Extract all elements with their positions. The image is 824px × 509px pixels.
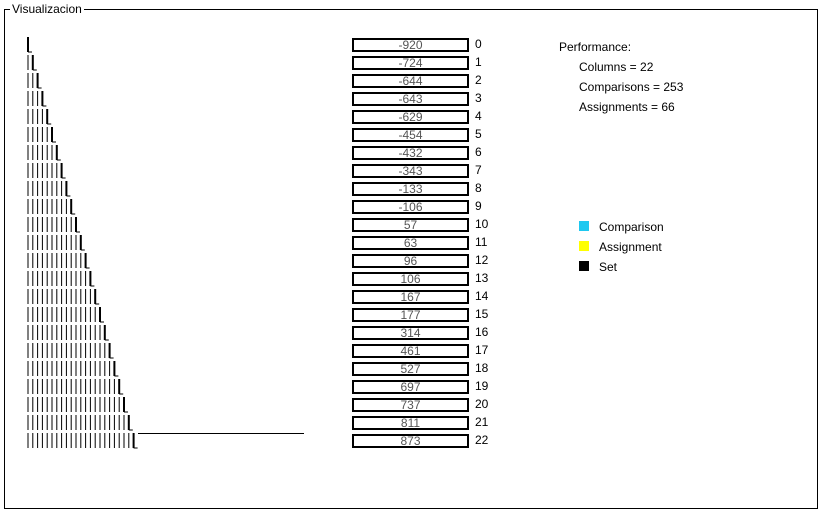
- performance-heading: Performance:: [559, 40, 632, 54]
- index-label: 8: [475, 181, 482, 195]
- value-box: -644: [352, 74, 469, 88]
- legend-set-label: Set: [599, 260, 618, 274]
- index-label: 0: [475, 37, 482, 51]
- legend-assignment-label: Assignment: [599, 240, 662, 254]
- index-label: 10: [475, 217, 489, 231]
- performance-columns: Columns = 22: [579, 60, 654, 74]
- index-label: 1: [475, 55, 482, 69]
- value-box: 697: [352, 380, 469, 394]
- value-box: 63: [352, 236, 469, 250]
- value-box: -920: [352, 38, 469, 52]
- value-box: 314: [352, 326, 469, 340]
- index-label: 14: [475, 289, 489, 303]
- index-label: 6: [475, 145, 482, 159]
- performance-assignments: Assignments = 66: [579, 100, 675, 114]
- assignment-color-swatch: [579, 241, 589, 251]
- value-box: 737: [352, 398, 469, 412]
- set-color-swatch: [579, 261, 589, 271]
- legend-comparison-label: Comparison: [599, 220, 664, 234]
- index-label: 12: [475, 253, 489, 267]
- index-label: 18: [475, 361, 489, 375]
- index-label: 9: [475, 199, 482, 213]
- value-box: -724: [352, 56, 469, 70]
- index-label: 13: [475, 271, 489, 285]
- index-label: 20: [475, 397, 489, 411]
- value-box: -454: [352, 128, 469, 142]
- index-label: 5: [475, 127, 482, 141]
- value-box: 106: [352, 272, 469, 286]
- value-box: -106: [352, 200, 469, 214]
- value-box: 461: [352, 344, 469, 358]
- index-label: 4: [475, 109, 482, 123]
- value-box: 527: [352, 362, 469, 376]
- value-box: -629: [352, 110, 469, 124]
- index-label: 17: [475, 343, 489, 357]
- sorting-visualization: [27, 37, 304, 449]
- value-box: 167: [352, 290, 469, 304]
- value-box: 873: [352, 434, 469, 448]
- index-label: 19: [475, 379, 489, 393]
- value-box: 96: [352, 254, 469, 268]
- index-label: 7: [475, 163, 482, 177]
- comparison-color-swatch: [579, 221, 589, 231]
- index-label: 15: [475, 307, 489, 321]
- index-label: 2: [475, 73, 482, 87]
- panel-title: Visualizacion: [10, 2, 84, 16]
- index-label: 21: [475, 415, 489, 429]
- performance-comparisons: Comparisons = 253: [579, 80, 684, 94]
- index-label: 3: [475, 91, 482, 105]
- value-box: -343: [352, 164, 469, 178]
- value-box: 57: [352, 218, 469, 232]
- index-label: 11: [475, 235, 488, 249]
- value-box: -643: [352, 92, 469, 106]
- value-box: 811: [352, 416, 469, 430]
- value-box: -432: [352, 146, 469, 160]
- value-box: 177: [352, 308, 469, 322]
- index-label: 22: [475, 433, 489, 447]
- index-label: 16: [475, 325, 489, 339]
- value-box: -133: [352, 182, 469, 196]
